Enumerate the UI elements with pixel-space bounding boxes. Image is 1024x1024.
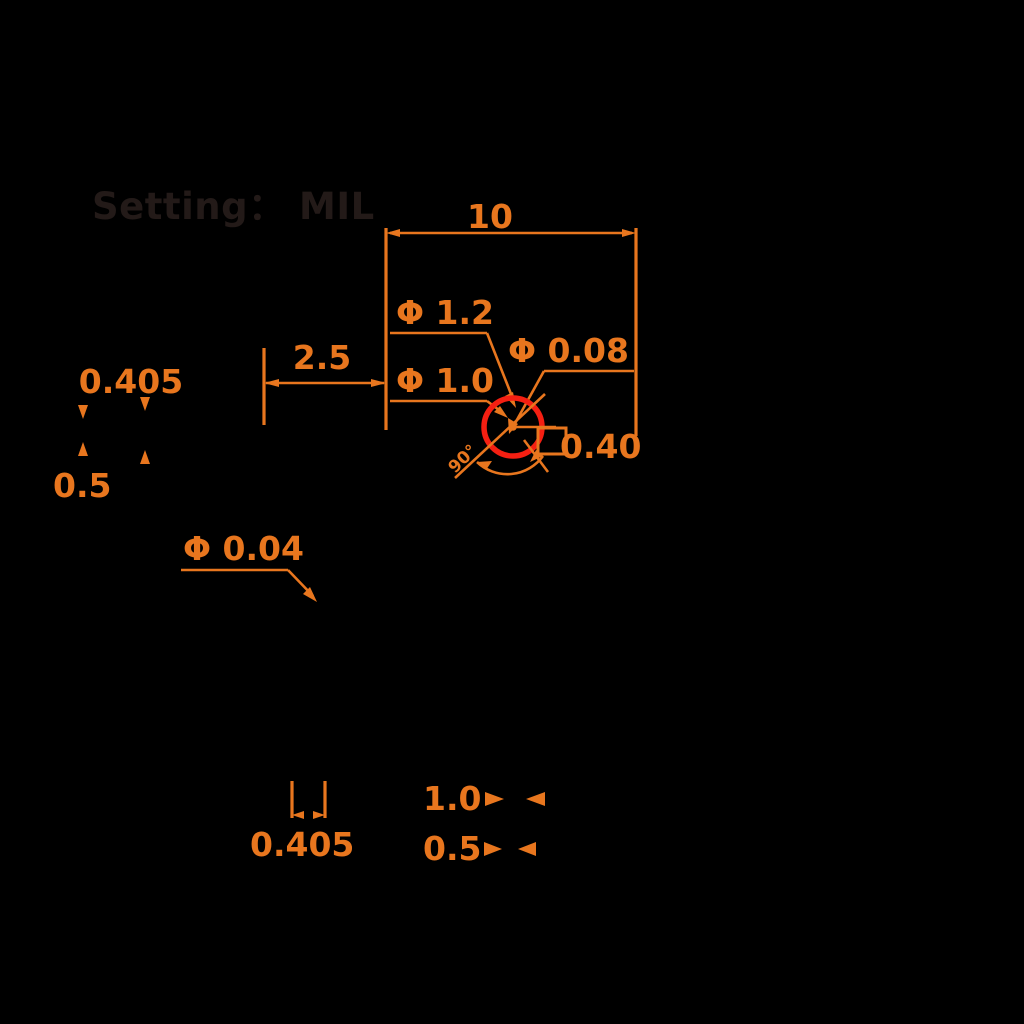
offset-dimension: 2.5 (262, 338, 386, 425)
angle-arc-arrowhead-left (477, 461, 492, 470)
gap-wide-arrowhead-right (526, 792, 545, 806)
inner-diameter-arrowhead (494, 406, 508, 418)
gap-wide-group: 1.0 (423, 779, 545, 818)
pitch-arrow-left-down (78, 405, 88, 419)
inner-diameter-label: Φ 1.0 (396, 361, 494, 400)
drawing-title: Setting： MIL (92, 185, 375, 228)
pitch-arrow-right-down (140, 397, 150, 411)
angle-reference-line (454, 393, 546, 479)
square-feature-note: 0.40 (513, 425, 641, 466)
arrowhead-right (622, 229, 636, 237)
gap-narrow-label: 0.5 (423, 829, 481, 868)
inner-diameter-note: Φ 1.0 (390, 361, 508, 418)
position-tolerance-note: Φ 0.08 (508, 331, 634, 434)
position-tolerance-label: Φ 0.08 (508, 331, 629, 370)
pitch-upper-label: 0.405 (79, 362, 183, 401)
offset-dimension-label: 2.5 (293, 338, 351, 377)
gap-narrow-group: 0.5 (423, 829, 536, 868)
bottom-width-label: 0.405 (250, 825, 354, 864)
pitch-arrow-right-up (140, 450, 150, 464)
flatness-arrowhead (303, 587, 317, 602)
overall-width-label: 10 (467, 197, 513, 236)
gap-wide-label: 1.0 (423, 779, 481, 818)
bottom-arrowhead-left (292, 811, 304, 819)
square-size-label: 0.40 (560, 427, 641, 466)
arrowhead-left (386, 229, 400, 237)
angle-label: 90° (445, 441, 482, 478)
overall-width-dimension: 10 (384, 197, 638, 436)
gap-narrow-arrowhead-left (484, 842, 502, 856)
offset-arrowhead-right (371, 379, 386, 387)
bottom-arrowhead-right (313, 811, 325, 819)
gap-narrow-arrowhead-right (518, 842, 536, 856)
bottom-width-group: 0.405 (250, 781, 354, 864)
square-symbol (536, 426, 568, 456)
outer-diameter-note: Φ 1.2 (390, 293, 516, 408)
offset-arrowhead-left (264, 379, 279, 387)
outer-diameter-leader-line (485, 332, 515, 400)
angle-tick-mark (522, 439, 550, 473)
pitch-arrow-group: 0.405 0.5 (53, 362, 183, 505)
flatness-label: Φ 0.04 (183, 529, 304, 568)
pitch-lower-label: 0.5 (53, 466, 111, 505)
gap-wide-arrowhead-left (485, 792, 504, 806)
outer-diameter-label: Φ 1.2 (396, 293, 494, 332)
pitch-arrow-left-up (78, 442, 88, 456)
flatness-note: Φ 0.04 (181, 529, 317, 602)
